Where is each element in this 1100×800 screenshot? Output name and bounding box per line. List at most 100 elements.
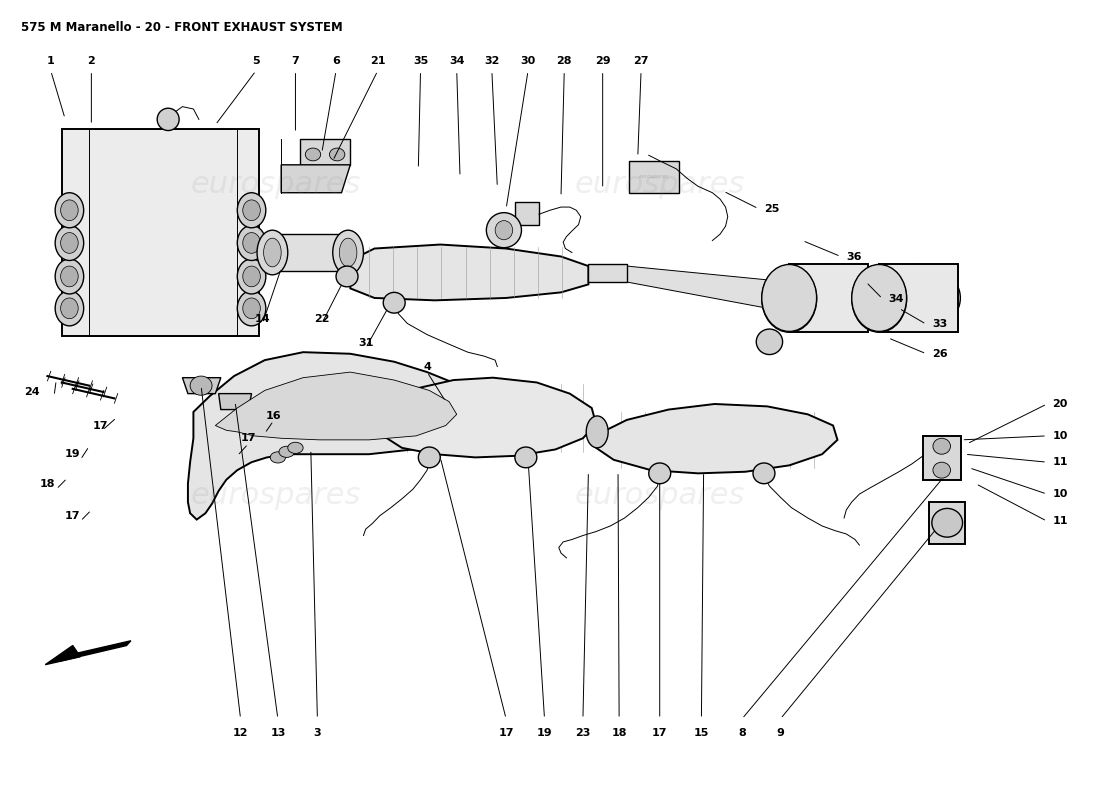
Ellipse shape — [264, 238, 282, 267]
Text: 575 M Maranello - 20 - FRONT EXHAUST SYSTEM: 575 M Maranello - 20 - FRONT EXHAUST SYS… — [21, 22, 343, 34]
Ellipse shape — [157, 108, 179, 130]
Text: 4: 4 — [424, 362, 431, 371]
Text: 8: 8 — [738, 728, 746, 738]
Text: 10: 10 — [1053, 489, 1068, 499]
Ellipse shape — [55, 226, 84, 261]
Ellipse shape — [418, 447, 440, 468]
Text: 31: 31 — [358, 338, 373, 347]
Ellipse shape — [786, 265, 870, 331]
Text: 1: 1 — [47, 56, 55, 66]
Polygon shape — [515, 202, 539, 225]
Text: 30: 30 — [520, 56, 536, 66]
Polygon shape — [789, 265, 868, 332]
Text: 9: 9 — [777, 728, 784, 738]
Text: 22: 22 — [314, 314, 330, 324]
Text: 5: 5 — [252, 56, 260, 66]
Ellipse shape — [754, 463, 774, 484]
Ellipse shape — [60, 298, 78, 318]
Ellipse shape — [762, 265, 816, 331]
Ellipse shape — [877, 265, 960, 331]
Ellipse shape — [243, 266, 261, 286]
Ellipse shape — [486, 213, 521, 248]
Ellipse shape — [60, 233, 78, 254]
Ellipse shape — [330, 148, 344, 161]
Ellipse shape — [55, 193, 84, 228]
Ellipse shape — [932, 509, 962, 537]
Ellipse shape — [851, 265, 906, 331]
Text: 19: 19 — [537, 728, 552, 738]
Text: 11: 11 — [1053, 457, 1068, 467]
Ellipse shape — [243, 233, 261, 254]
Text: 10: 10 — [1053, 431, 1068, 441]
Text: eurospares: eurospares — [190, 170, 361, 199]
Polygon shape — [923, 436, 961, 480]
Polygon shape — [300, 138, 350, 165]
Text: 19: 19 — [65, 450, 80, 459]
Ellipse shape — [257, 230, 288, 275]
Polygon shape — [273, 234, 350, 271]
Polygon shape — [379, 378, 596, 458]
Text: 11: 11 — [1053, 516, 1068, 526]
Ellipse shape — [238, 226, 266, 261]
Ellipse shape — [271, 452, 286, 463]
Text: 17: 17 — [241, 434, 256, 443]
Ellipse shape — [851, 266, 906, 332]
Polygon shape — [350, 245, 588, 300]
Text: 36: 36 — [846, 251, 861, 262]
Polygon shape — [627, 266, 789, 312]
Polygon shape — [596, 404, 837, 474]
Ellipse shape — [279, 446, 295, 458]
Text: eurospares: eurospares — [639, 174, 670, 179]
Text: 17: 17 — [92, 421, 108, 430]
Ellipse shape — [190, 376, 212, 395]
Ellipse shape — [649, 463, 671, 484]
Ellipse shape — [933, 462, 950, 478]
Text: 12: 12 — [233, 728, 249, 738]
Text: 3: 3 — [314, 728, 321, 738]
Text: eurospares: eurospares — [190, 481, 361, 510]
Polygon shape — [62, 129, 260, 336]
Ellipse shape — [333, 230, 363, 275]
Text: 34: 34 — [449, 56, 464, 66]
Text: 33: 33 — [932, 319, 947, 330]
Ellipse shape — [339, 238, 356, 267]
Ellipse shape — [336, 266, 358, 286]
Text: 2: 2 — [88, 56, 96, 66]
Ellipse shape — [55, 259, 84, 294]
Ellipse shape — [243, 200, 261, 221]
Text: 18: 18 — [40, 478, 55, 489]
Ellipse shape — [383, 292, 405, 313]
Text: 16: 16 — [266, 411, 282, 421]
Polygon shape — [282, 165, 350, 193]
Text: 17: 17 — [498, 728, 514, 738]
Ellipse shape — [288, 442, 304, 454]
Ellipse shape — [306, 148, 321, 161]
Text: eurospares: eurospares — [574, 481, 745, 510]
Text: 24: 24 — [24, 387, 40, 397]
Polygon shape — [45, 646, 80, 665]
Ellipse shape — [243, 298, 261, 318]
Polygon shape — [928, 502, 965, 543]
Ellipse shape — [60, 266, 78, 286]
Ellipse shape — [55, 290, 84, 326]
Text: 27: 27 — [634, 56, 649, 66]
Polygon shape — [879, 265, 958, 332]
Text: 25: 25 — [764, 204, 779, 214]
Text: 26: 26 — [932, 349, 947, 358]
Text: eurospares: eurospares — [574, 170, 745, 199]
Polygon shape — [588, 265, 627, 282]
Text: 28: 28 — [557, 56, 572, 66]
Text: 17: 17 — [652, 728, 668, 738]
Text: 17: 17 — [65, 510, 80, 521]
Text: 6: 6 — [332, 56, 340, 66]
Ellipse shape — [60, 200, 78, 221]
Text: 15: 15 — [694, 728, 710, 738]
Ellipse shape — [757, 329, 782, 354]
Text: 21: 21 — [370, 56, 385, 66]
Ellipse shape — [586, 416, 608, 448]
Text: 13: 13 — [271, 728, 286, 738]
Ellipse shape — [933, 438, 950, 454]
Polygon shape — [188, 352, 486, 519]
Text: 20: 20 — [1053, 399, 1068, 409]
Text: 34: 34 — [888, 294, 903, 304]
